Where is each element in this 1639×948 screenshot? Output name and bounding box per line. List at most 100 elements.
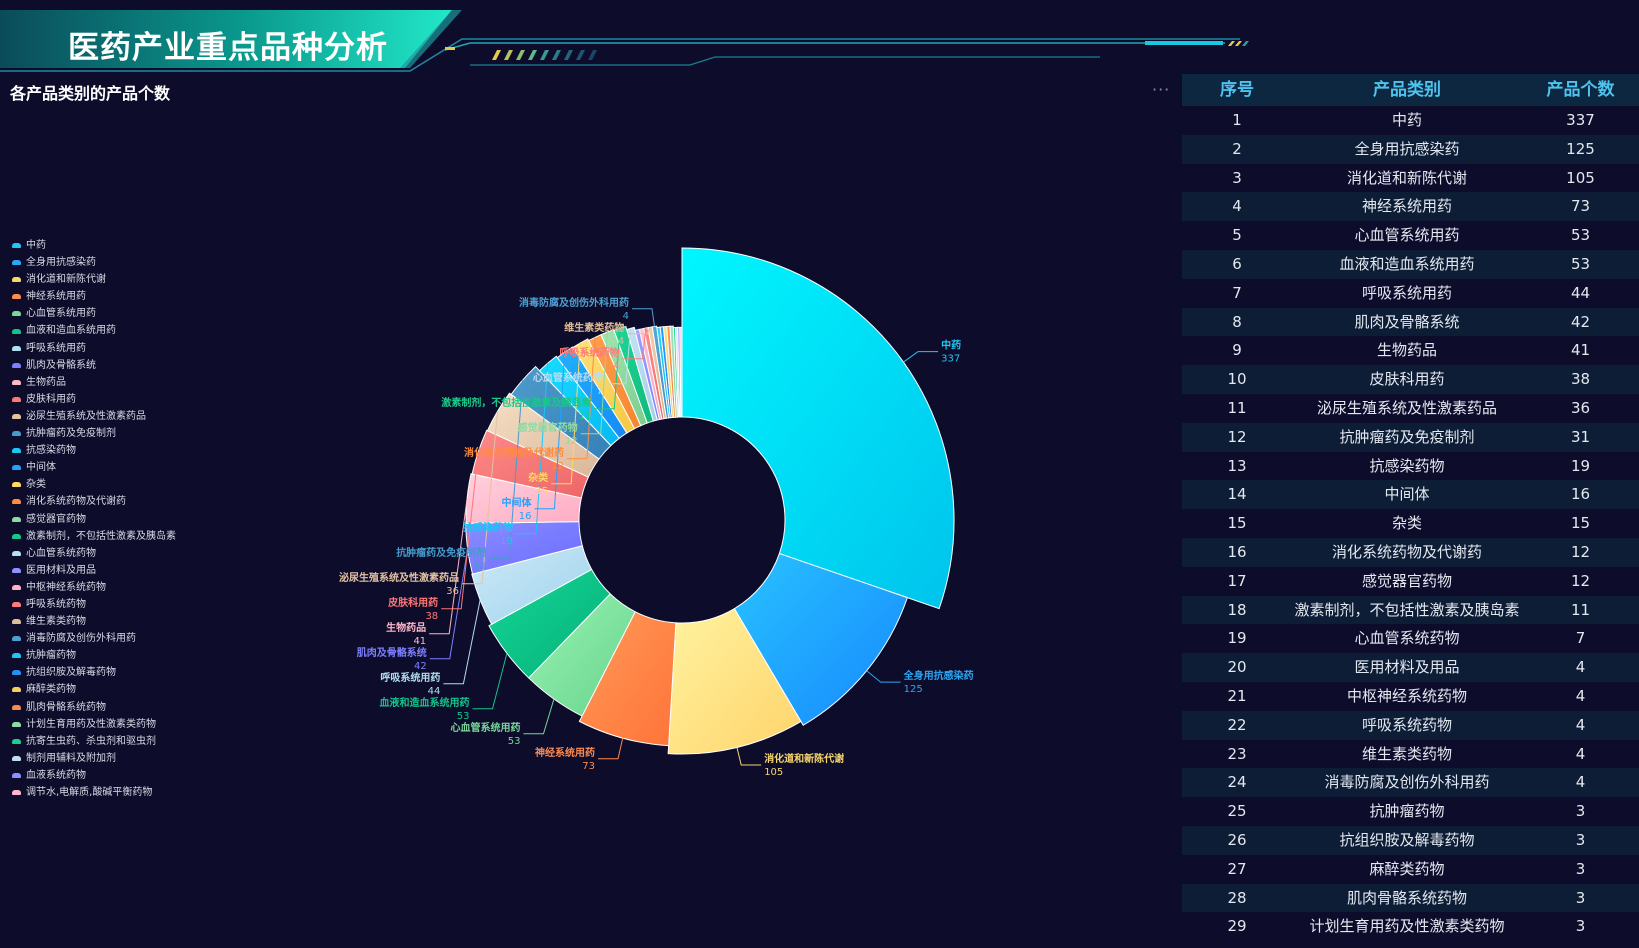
legend-item[interactable]: 抗肿瘤药及免疫制剂	[12, 425, 176, 442]
legend-label: 消化系统药物及代谢药	[26, 496, 126, 508]
pie-slice[interactable]	[681, 247, 955, 610]
cell-count: 105	[1566, 168, 1595, 187]
pie-slice[interactable]	[488, 568, 611, 679]
legend-swatch-icon	[12, 345, 21, 351]
table-row: 29 计划生育用药及性激素类药物 3	[1182, 912, 1639, 942]
cell-count: 53	[1570, 226, 1591, 245]
pie-slice[interactable]	[556, 346, 628, 440]
pie-slice[interactable]	[465, 473, 582, 524]
cell-count: 44	[1570, 283, 1591, 302]
cell-index: 15	[1227, 514, 1247, 533]
slice-value: 15	[535, 486, 548, 497]
legend-item[interactable]: 抗寄生虫药、杀虫剂和驱虫剂	[12, 733, 176, 750]
pie-slice[interactable]	[626, 326, 658, 422]
legend-swatch-icon	[12, 328, 21, 334]
cell-category: 心血管系统药物	[1354, 629, 1460, 648]
pie-slice[interactable]	[667, 608, 802, 755]
legend-item[interactable]: 消毒防腐及创伤外科用药	[12, 630, 176, 647]
legend-item[interactable]: 消化道和新陈代谢	[12, 271, 176, 288]
legend-item[interactable]: 抗组织胺及解毒药物	[12, 664, 176, 681]
pie-slice[interactable]	[733, 552, 909, 726]
legend-label: 中间体	[26, 462, 56, 474]
legend-item[interactable]: 心血管系统用药	[12, 305, 176, 322]
cell-count: 11	[1570, 600, 1591, 619]
legend-item[interactable]: 中间体	[12, 459, 176, 476]
cell-index: 22	[1227, 715, 1247, 734]
table-row: 18 激素制剂，不包括性激素及胰岛素 11	[1182, 595, 1639, 625]
legend-item[interactable]: 激素制剂，不包括性激素及胰岛素	[12, 528, 176, 545]
pie-slice[interactable]	[578, 611, 677, 747]
header-category: 产品类别	[1373, 80, 1441, 100]
legend-label: 抗肿瘤药物	[26, 650, 76, 662]
slice-value: 4	[618, 336, 624, 347]
legend-item[interactable]: 抗肿瘤药物	[12, 647, 176, 664]
legend-item[interactable]: 杂类	[12, 476, 176, 493]
table-row: 3 消化道和新陈代谢 105	[1182, 163, 1639, 193]
cell-category: 感觉器官药物	[1361, 571, 1452, 590]
legend-swatch-icon	[12, 567, 21, 573]
legend-label: 皮肤科用药	[26, 393, 76, 405]
legend-item[interactable]: 心血管系统药物	[12, 545, 176, 562]
cell-count: 12	[1570, 542, 1591, 561]
cell-index: 13	[1227, 456, 1247, 475]
slice-label: 维生素类药物	[564, 321, 624, 334]
legend-item[interactable]: 中枢神经系统药物	[12, 579, 176, 596]
legend-item[interactable]: 全身用抗感染药	[12, 254, 176, 271]
legend-item[interactable]: 皮肤科用药	[12, 391, 176, 408]
legend-item[interactable]: 中药	[12, 237, 176, 254]
pie-slice[interactable]	[471, 429, 590, 499]
legend-label: 抗组织胺及解毒药物	[26, 667, 116, 679]
cell-category: 全身用抗感染药	[1354, 139, 1460, 158]
legend-swatch-icon	[12, 619, 21, 625]
legend-item[interactable]: 神经系统用药	[12, 288, 176, 305]
leader-line	[631, 308, 656, 327]
pie-slice[interactable]	[651, 325, 670, 419]
pie-slice[interactable]	[679, 326, 683, 418]
legend-item[interactable]: 生物药品	[12, 374, 176, 391]
table-row: 4 神经系统用药 73	[1182, 192, 1639, 222]
legend-item[interactable]: 麻醉类药物	[12, 681, 176, 698]
more-options-icon[interactable]: ···	[1152, 80, 1171, 99]
legend-item[interactable]: 维生素类药物	[12, 613, 176, 630]
legend-item[interactable]: 呼吸系统药物	[12, 596, 176, 613]
legend-item[interactable]: 调节水,电解质,酸碱平衡药物	[12, 784, 176, 801]
legend-swatch-icon	[12, 772, 21, 778]
legend-item[interactable]: 血液和造血系统用药	[12, 322, 176, 339]
legend-item[interactable]: 呼吸系统用药	[12, 340, 176, 357]
pie-slice[interactable]	[538, 355, 620, 447]
legend-item[interactable]: 制剂用辅料及附加剂	[12, 750, 176, 767]
pie-slice[interactable]	[613, 325, 654, 424]
legend-swatch-icon	[12, 670, 21, 676]
table-row: 6 血液和造血系统用药 53	[1182, 249, 1639, 279]
cell-count: 38	[1570, 370, 1591, 389]
cell-category: 中间体	[1384, 485, 1430, 504]
legend-item[interactable]: 肌肉骨骼系统药物	[12, 699, 176, 716]
legend-item[interactable]: 消化系统药物及代谢药	[12, 493, 176, 510]
cell-index: 20	[1227, 658, 1247, 677]
cell-count: 337	[1566, 111, 1595, 129]
legend-item[interactable]: 抗感染药物	[12, 442, 176, 459]
slice-label: 抗感染药物	[463, 521, 513, 534]
legend-swatch-icon	[12, 277, 21, 283]
pie-slice[interactable]	[600, 329, 648, 427]
legend-swatch-icon	[12, 704, 21, 710]
legend-item[interactable]: 泌尿生殖系统及性激素药品	[12, 408, 176, 425]
header-line	[0, 38, 1240, 72]
legend-item[interactable]: 医用材料及用品	[12, 562, 176, 579]
slice-label: 心血管系统用药	[450, 721, 520, 734]
legend-item[interactable]: 感觉器官药物	[12, 511, 176, 528]
legend-label: 肌肉骨骼系统药物	[26, 701, 106, 713]
leader-line	[489, 379, 524, 560]
leader-line	[567, 337, 596, 460]
legend-swatch-icon	[12, 550, 21, 556]
legend-item[interactable]: 肌肉及骨骼系统	[12, 357, 176, 374]
pie-slice[interactable]	[471, 545, 593, 625]
legend-item[interactable]: 血液系统药物	[12, 767, 176, 784]
legend-item[interactable]: 计划生育用药及性激素类药物	[12, 716, 176, 733]
legend-label: 泌尿生殖系统及性激素药品	[26, 410, 146, 422]
legend-label: 感觉器官药物	[26, 513, 86, 525]
slice-value: 105	[764, 767, 783, 778]
pie-slice[interactable]	[669, 325, 678, 418]
cell-index: 14	[1227, 485, 1247, 504]
legend-swatch-icon	[12, 755, 21, 761]
